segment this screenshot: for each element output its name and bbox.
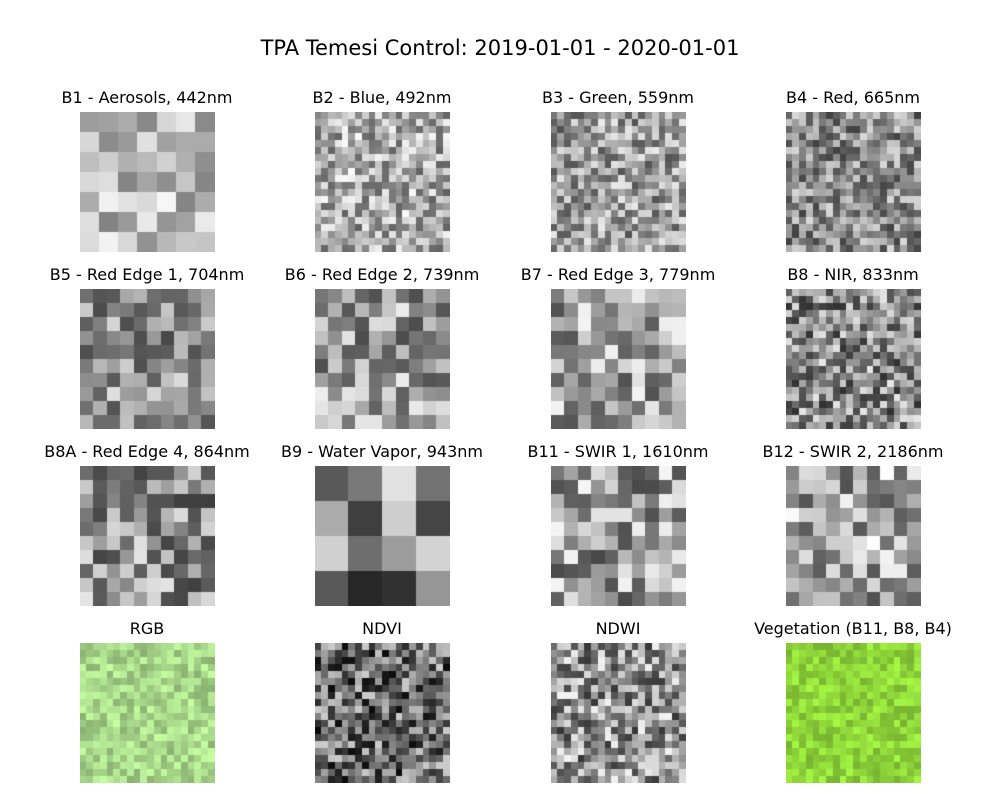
panel-b7-red-edge-3: B7 - Red Edge 3, 779nm bbox=[500, 264, 736, 429]
panel-vegetation-composite: Vegetation (B11, B8, B4) bbox=[735, 618, 971, 783]
panel-title: B2 - Blue, 492nm bbox=[312, 88, 452, 107]
panel-ndwi: NDWI bbox=[500, 618, 736, 783]
band-image bbox=[79, 466, 215, 606]
band-image bbox=[314, 112, 450, 252]
panel-title: B8A - Red Edge 4, 864nm bbox=[44, 442, 250, 461]
panel-title: NDWI bbox=[595, 619, 641, 638]
panel-b1-aerosols: B1 - Aerosols, 442nm bbox=[29, 87, 265, 252]
panel-b9-water-vapor: B9 - Water Vapor, 943nm bbox=[264, 441, 500, 606]
panel-title: B12 - SWIR 2, 2186nm bbox=[762, 442, 944, 461]
panel-title: B7 - Red Edge 3, 779nm bbox=[520, 265, 716, 284]
panel-rgb: RGB bbox=[29, 618, 265, 783]
band-image bbox=[79, 112, 215, 252]
panel-b2-blue: B2 - Blue, 492nm bbox=[264, 87, 500, 252]
panel-title: B1 - Aerosols, 442nm bbox=[61, 88, 233, 107]
band-image bbox=[314, 289, 450, 429]
panel-title: B8 - NIR, 833nm bbox=[787, 265, 919, 284]
panel-b8-nir: B8 - NIR, 833nm bbox=[735, 264, 971, 429]
band-image bbox=[550, 643, 686, 783]
panel-title: B9 - Water Vapor, 943nm bbox=[281, 442, 483, 461]
band-image bbox=[79, 289, 215, 429]
band-image bbox=[314, 466, 450, 606]
panel-title: RGB bbox=[129, 619, 165, 638]
panel-b4-red: B4 - Red, 665nm bbox=[735, 87, 971, 252]
band-image bbox=[550, 289, 686, 429]
figure-title: TPA Temesi Control: 2019-01-01 - 2020-01… bbox=[260, 36, 740, 60]
band-image bbox=[314, 643, 450, 783]
band-image bbox=[79, 643, 215, 783]
band-image bbox=[785, 466, 921, 606]
panel-b12-swir-2: B12 - SWIR 2, 2186nm bbox=[735, 441, 971, 606]
panel-title: B11 - SWIR 1, 1610nm bbox=[527, 442, 709, 461]
band-image bbox=[785, 289, 921, 429]
panel-title: B4 - Red, 665nm bbox=[786, 88, 920, 107]
panel-b6-red-edge-2: B6 - Red Edge 2, 739nm bbox=[264, 264, 500, 429]
panel-title: B6 - Red Edge 2, 739nm bbox=[284, 265, 480, 284]
panel-b3-green: B3 - Green, 559nm bbox=[500, 87, 736, 252]
panel-b8a-red-edge-4: B8A - Red Edge 4, 864nm bbox=[29, 441, 265, 606]
panel-title: B5 - Red Edge 1, 704nm bbox=[49, 265, 245, 284]
panel-b11-swir-1: B11 - SWIR 1, 1610nm bbox=[500, 441, 736, 606]
panel-ndvi: NDVI bbox=[264, 618, 500, 783]
band-image bbox=[785, 643, 921, 783]
panel-title: NDVI bbox=[362, 619, 402, 638]
band-image bbox=[550, 466, 686, 606]
panel-b5-red-edge-1: B5 - Red Edge 1, 704nm bbox=[29, 264, 265, 429]
panel-title: Vegetation (B11, B8, B4) bbox=[754, 619, 952, 638]
panel-title: B3 - Green, 559nm bbox=[542, 88, 694, 107]
band-image bbox=[785, 112, 921, 252]
band-image bbox=[550, 112, 686, 252]
